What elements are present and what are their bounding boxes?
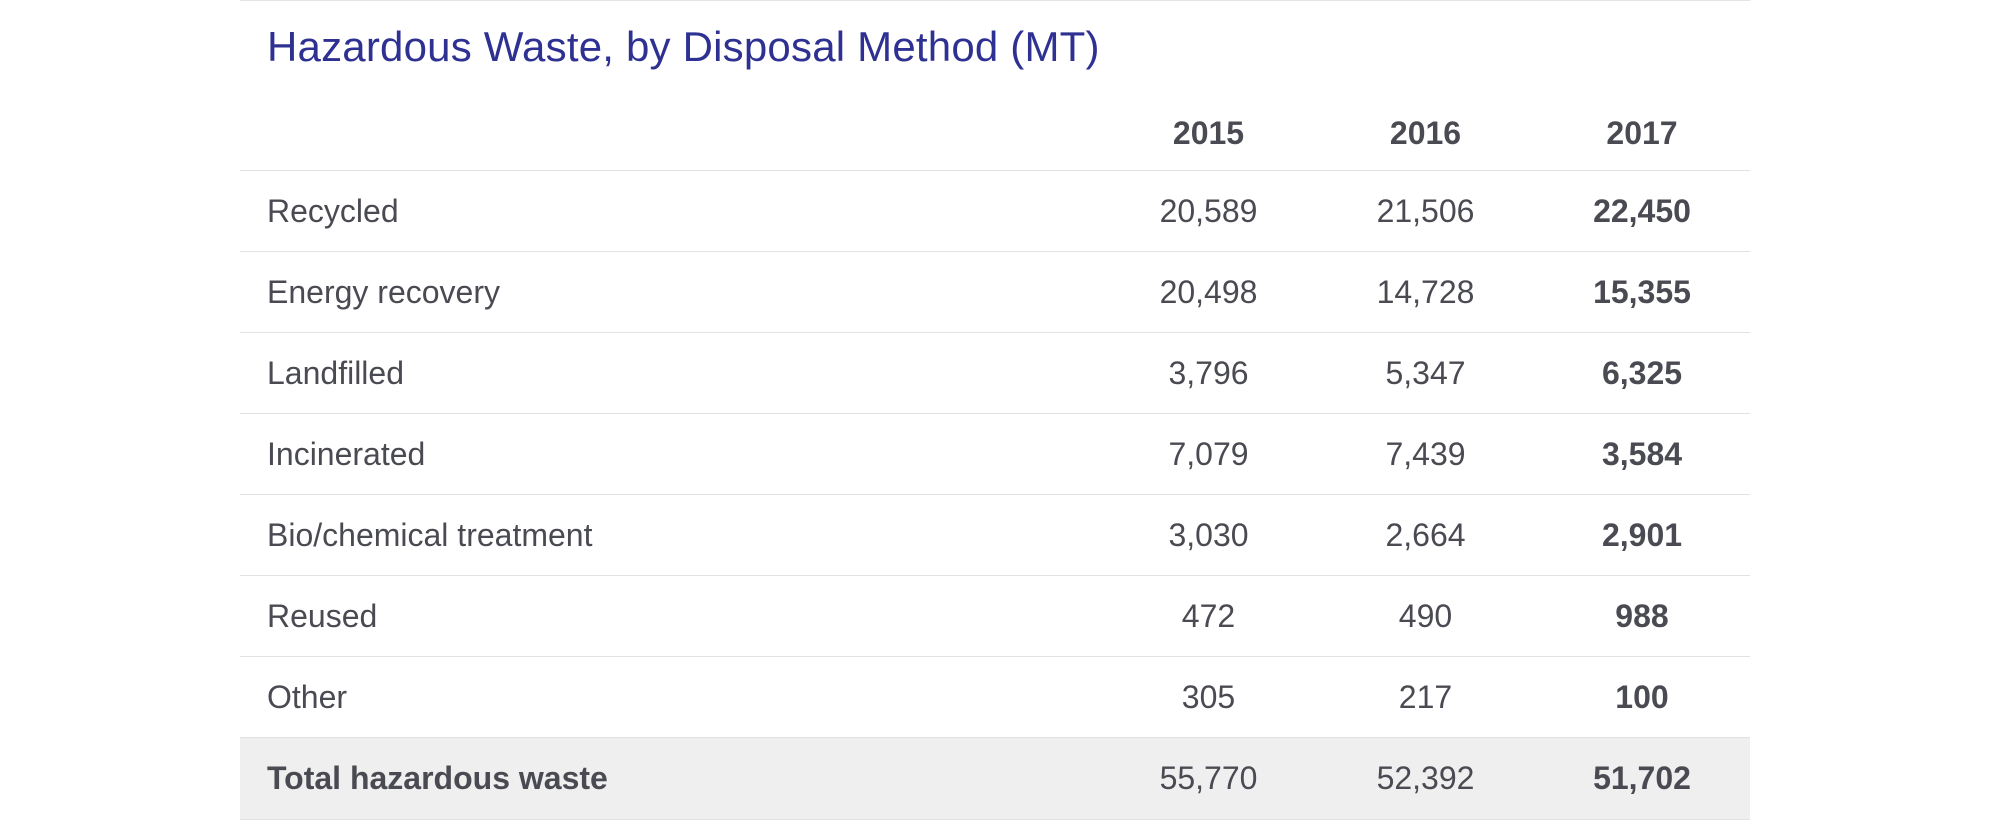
table-row: Bio/chemical treatment 3,030 2,664 2,901 xyxy=(240,494,1750,576)
value-cell: 3,796 xyxy=(1100,332,1317,414)
value-cell: 21,506 xyxy=(1317,170,1534,252)
value-cell: 2,664 xyxy=(1317,494,1534,576)
table-row: Other 305 217 100 xyxy=(240,656,1750,738)
column-header: 2017 xyxy=(1534,96,1750,171)
row-label: Bio/chemical treatment xyxy=(240,494,1100,576)
table-row: Reused 472 490 988 xyxy=(240,575,1750,657)
value-cell: 100 xyxy=(1534,656,1750,738)
table-row: Landfilled 3,796 5,347 6,325 xyxy=(240,332,1750,414)
row-label: Reused xyxy=(240,575,1100,657)
value-cell: 20,589 xyxy=(1100,170,1317,252)
table-row: Incinerated 7,079 7,439 3,584 xyxy=(240,413,1750,495)
hazardous-waste-panel: Hazardous Waste, by Disposal Method (MT)… xyxy=(240,0,1750,820)
total-label: Total hazardous waste xyxy=(240,737,1100,820)
value-cell: 3,584 xyxy=(1534,413,1750,495)
value-cell: 472 xyxy=(1100,575,1317,657)
value-cell: 20,498 xyxy=(1100,251,1317,333)
value-cell: 2,901 xyxy=(1534,494,1750,576)
value-cell: 7,079 xyxy=(1100,413,1317,495)
row-label: Landfilled xyxy=(240,332,1100,414)
table-title: Hazardous Waste, by Disposal Method (MT) xyxy=(267,23,1100,70)
value-cell: 6,325 xyxy=(1534,332,1750,414)
column-header: 2016 xyxy=(1317,96,1534,171)
value-cell: 22,450 xyxy=(1534,170,1750,252)
value-cell: 988 xyxy=(1534,575,1750,657)
value-cell: 3,030 xyxy=(1100,494,1317,576)
total-row: Total hazardous waste 55,770 52,392 51,7… xyxy=(240,737,1750,820)
value-cell: 490 xyxy=(1317,575,1534,657)
value-cell: 305 xyxy=(1100,656,1317,738)
header-row: 2015 2016 2017 xyxy=(240,96,1750,171)
total-value-cell: 51,702 xyxy=(1534,737,1750,820)
total-value-cell: 52,392 xyxy=(1317,737,1534,820)
row-label: Energy recovery xyxy=(240,251,1100,333)
table-row: Recycled 20,589 21,506 22,450 xyxy=(240,170,1750,252)
value-cell: 15,355 xyxy=(1534,251,1750,333)
header-label-cell xyxy=(240,96,1100,171)
value-cell: 217 xyxy=(1317,656,1534,738)
value-cell: 14,728 xyxy=(1317,251,1534,333)
value-cell: 5,347 xyxy=(1317,332,1534,414)
total-value-cell: 55,770 xyxy=(1100,737,1317,820)
row-label: Recycled xyxy=(240,170,1100,252)
table-row: Energy recovery 20,498 14,728 15,355 xyxy=(240,251,1750,333)
row-label: Other xyxy=(240,656,1100,738)
value-cell: 7,439 xyxy=(1317,413,1534,495)
row-label: Incinerated xyxy=(240,413,1100,495)
column-header: 2015 xyxy=(1100,96,1317,171)
hazardous-waste-table: 2015 2016 2017 Recycled 20,589 21,506 22… xyxy=(240,96,1750,820)
